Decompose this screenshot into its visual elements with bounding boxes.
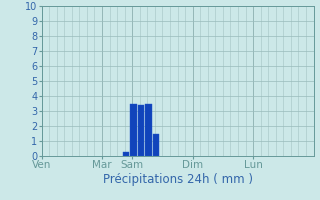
X-axis label: Précipitations 24h ( mm ): Précipitations 24h ( mm ) [103, 173, 252, 186]
Bar [130, 104, 137, 156]
Bar [153, 134, 159, 156]
Bar [138, 105, 144, 156]
Bar [146, 104, 152, 156]
Bar [123, 152, 129, 156]
